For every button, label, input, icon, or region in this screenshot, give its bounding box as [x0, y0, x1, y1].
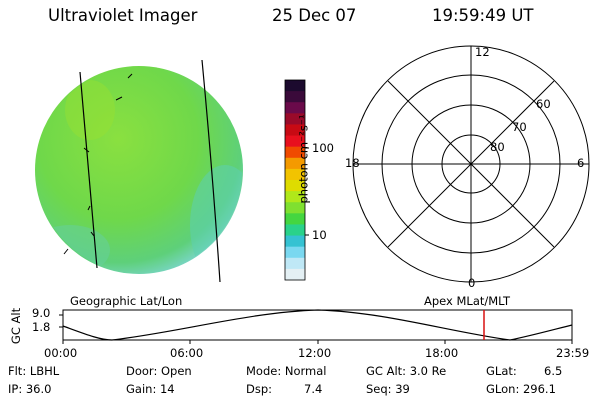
colorbar-segment — [285, 246, 305, 259]
colorbar-segment — [285, 268, 305, 281]
mlt-label-18: 18 — [345, 156, 360, 170]
colorbar-segment — [285, 124, 305, 137]
colorbar-segment — [285, 213, 305, 225]
mlt-label-12: 12 — [475, 45, 490, 59]
colorbar-segment — [285, 80, 305, 92]
apex-label: Apex MLat/MLT — [424, 294, 511, 308]
dsp-label: Dsp: — [246, 382, 273, 396]
mode-info: Mode: Normal — [246, 364, 327, 378]
meridian-line — [201, 59, 221, 283]
colorbar-segment — [285, 180, 305, 192]
colorbar-segment — [285, 113, 305, 125]
instrument-title: Ultraviolet Imager — [48, 6, 198, 25]
seq-info: Seq: 39 — [366, 382, 410, 396]
colorbar-tick: 100 — [312, 141, 334, 155]
meridian-line — [79, 71, 98, 269]
colorbar-segment — [285, 168, 305, 181]
mlt-label-0: 0 — [468, 276, 476, 290]
door-info: Door: Open — [126, 364, 192, 378]
mlt-label-6: 6 — [577, 156, 585, 170]
colorbar-tick: 10 — [312, 228, 327, 242]
colorbar-segment — [285, 146, 305, 159]
orbit-x-tick: 23:59 — [556, 346, 590, 360]
orbit-y-tick: 1.8 — [32, 320, 51, 334]
filter-info: Flt: LBHL — [8, 364, 60, 378]
colorbar-segment — [285, 235, 305, 248]
orbit-x-tick: 12:00 — [298, 346, 332, 360]
colorbar — [285, 80, 305, 281]
gc-alt-info: GC Alt: 3.0 Re — [366, 364, 447, 378]
orbit-x-tick: 06:00 — [170, 346, 204, 360]
gain-info: Gain: 14 — [126, 382, 175, 396]
geographic-label: Geographic Lat/Lon — [70, 294, 183, 308]
glat-label: GLat: — [486, 364, 517, 378]
colorbar-segment — [285, 224, 305, 237]
colorbar-segment — [285, 102, 305, 114]
glon-info: GLon: 296.1 — [486, 382, 556, 396]
colorbar-segment — [285, 135, 305, 148]
orbit-plot-frame — [62, 309, 573, 341]
mlat-label-70: 70 — [512, 120, 527, 134]
colorbar-unit-label: photon cm⁻²s⁻¹ — [296, 114, 311, 204]
ip-info: IP: 36.0 — [8, 382, 52, 396]
colorbar-segment — [285, 91, 305, 103]
orbit-y-tick: 9.0 — [32, 306, 51, 320]
glat-value: 6.5 — [544, 364, 563, 378]
colorbar-segment — [285, 202, 305, 214]
image-time: 19:59:49 UT — [432, 6, 534, 25]
colorbar-segment — [285, 191, 305, 203]
orbit-altitude-curve — [62, 309, 573, 341]
orbit-x-tick: 18:00 — [425, 346, 459, 360]
image-date: 25 Dec 07 — [272, 6, 357, 25]
colorbar-segment — [285, 257, 305, 270]
colorbar-segment — [285, 157, 305, 170]
mlat-label-80: 80 — [490, 140, 505, 154]
orbit-x-tick: 00:00 — [44, 346, 78, 360]
dsp-value: 7.4 — [304, 382, 323, 396]
orbit-y-axis-label: GC Alt — [9, 307, 24, 345]
polar-plot — [352, 45, 590, 283]
mlat-label-60: 60 — [536, 97, 551, 111]
coastline-marks — [63, 73, 133, 255]
